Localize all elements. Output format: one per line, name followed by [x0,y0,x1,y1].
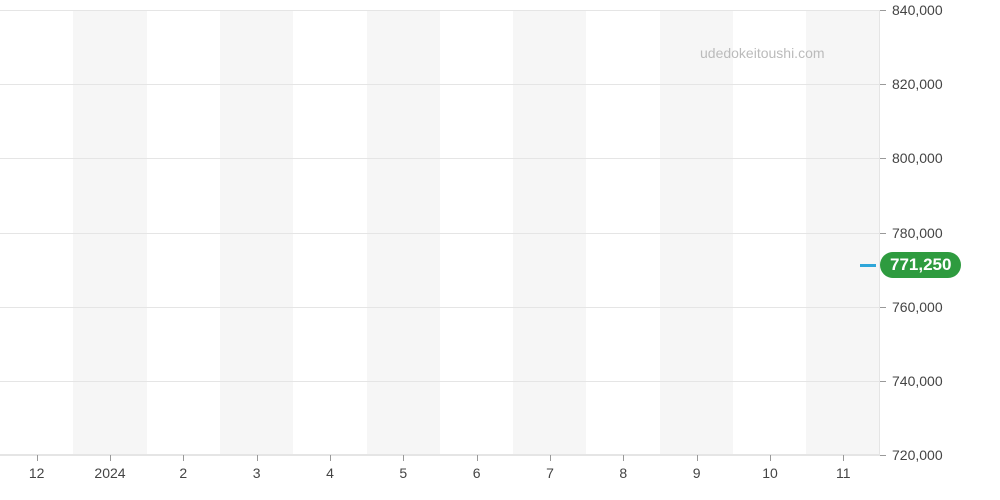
watermark: udedokeitoushi.com [700,45,825,61]
plot-area: udedokeitoushi.com [0,10,880,455]
x-tick-label: 2 [179,465,187,481]
x-tick-mark [37,455,38,461]
current-price-marker [860,264,876,267]
x-tick-label: 11 [836,465,851,481]
y-tick-label: 760,000 [892,299,943,315]
x-tick-mark [403,455,404,461]
h-gridline [0,10,880,11]
y-tick-mark [880,455,886,456]
x-axis: 12 2024 2 3 4 5 6 7 8 9 10 11 [0,455,880,500]
h-gridline [0,233,880,234]
x-tick-mark [110,455,111,461]
x-tick-label: 6 [473,465,481,481]
x-tick-mark [843,455,844,461]
h-gridline [0,84,880,85]
x-tick-mark [257,455,258,461]
x-tick-mark [330,455,331,461]
x-tick-label: 4 [326,465,334,481]
x-tick-label: 7 [546,465,554,481]
y-tick-mark [880,84,886,85]
x-tick-mark [477,455,478,461]
h-gridline [0,158,880,159]
h-gridline [0,381,880,382]
y-tick-mark [880,158,886,159]
y-axis: 720,000740,000760,000780,000800,000820,0… [880,10,1000,455]
y-tick-label: 720,000 [892,447,943,463]
price-chart: udedokeitoushi.com 720,000 740,000 760,000… [0,0,1000,500]
x-tick-label: 12 [29,465,45,481]
x-tick-label: 8 [619,465,627,481]
x-tick-mark [550,455,551,461]
x-tick-mark [770,455,771,461]
y-tick-label: 840,000 [892,2,943,18]
x-tick-mark [697,455,698,461]
current-price-badge: 771,250 [880,252,961,278]
x-tick-mark [623,455,624,461]
y-tick-label: 780,000 [892,225,943,241]
x-tick-label: 5 [399,465,407,481]
x-tick-label: 2024 [94,465,125,481]
x-tick-label: 9 [693,465,701,481]
y-tick-mark [880,307,886,308]
h-gridline [0,307,880,308]
y-tick-mark [880,233,886,234]
x-tick-mark [183,455,184,461]
x-tick-label: 3 [253,465,261,481]
y-tick-mark [880,10,886,11]
x-tick-label: 10 [762,465,778,481]
y-tick-label: 740,000 [892,373,943,389]
y-tick-mark [880,381,886,382]
y-tick-label: 800,000 [892,150,943,166]
y-tick-label: 820,000 [892,76,943,92]
